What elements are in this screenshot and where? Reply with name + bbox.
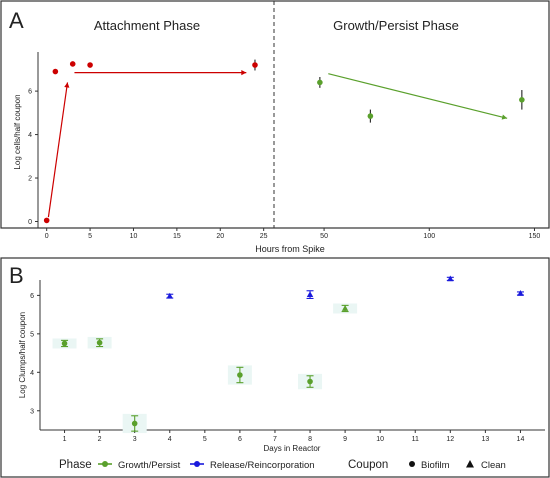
attachment-y-tick-label: 2 — [28, 176, 32, 183]
attachment-y-tick-label: 0 — [28, 219, 32, 226]
attachment-data-point — [69, 61, 76, 67]
panel-b-data-point — [306, 291, 314, 298]
attachment-x-tick-label: 0 — [45, 233, 49, 240]
attachment-data-point — [43, 217, 50, 224]
attachment-arrow-head — [241, 70, 247, 76]
panel-b-data-point — [237, 372, 243, 378]
panel-b-x-tick-label: 5 — [203, 436, 207, 443]
panel-b-data-point — [131, 420, 138, 427]
panel-b-x-tick-label: 4 — [168, 436, 172, 443]
panel-b-x-tick-label: 7 — [273, 436, 277, 443]
panel-b-y-axis-label: Log Clumps/half coupon — [18, 312, 27, 398]
attachment-y-tick-label: 4 — [28, 132, 32, 139]
panel-b-x-tick-label: 2 — [98, 436, 102, 443]
legend-clean-label: Clean — [481, 460, 506, 471]
panel-b-y-tick-label: 4 — [30, 370, 34, 377]
legend-coupon-title: Coupon — [348, 459, 388, 471]
panel-b-x-tick-label: 13 — [481, 436, 489, 443]
panel-b-x-tick-label: 10 — [376, 436, 384, 443]
legend-entry-clean: Clean — [466, 460, 506, 471]
panel-a-letter: A — [9, 8, 24, 33]
panel-b-x-axis-label: Days in Reactor — [264, 444, 321, 453]
growth-data-point — [367, 113, 374, 119]
attachment-data-point — [52, 68, 59, 75]
growth-x-tick-label: 100 — [423, 233, 435, 240]
growth-data-point — [519, 97, 525, 103]
panel-a-frame — [0, 0, 550, 229]
panel-b-data-point — [166, 292, 173, 299]
panel-b-x-tick-label: 8 — [308, 436, 312, 443]
panel-b-frame — [0, 257, 550, 478]
panel-b-x-tick-label: 1 — [63, 436, 67, 443]
attachment-x-tick-label: 20 — [216, 233, 224, 240]
attachment-x-tick-label: 15 — [173, 233, 181, 240]
panel-b-x-tick-label: 9 — [343, 436, 347, 443]
growth-x-tick-label: 50 — [320, 233, 328, 240]
attachment-phase-title: Attachment Phase — [94, 18, 200, 33]
attachment-data-point — [252, 62, 258, 68]
panel-b-x-tick-label: 6 — [238, 436, 242, 443]
attachment-x-tick-label: 5 — [88, 233, 92, 240]
panel-b-letter: B — [9, 263, 24, 288]
growth-data-point — [317, 79, 323, 86]
panel-b-y-tick-label: 5 — [30, 331, 34, 338]
legend-entry-biofilm: Biofilm — [409, 460, 450, 471]
legend: Phase Growth/Persist Release/Reincorpora… — [59, 459, 506, 471]
legend-release-label: Release/Reincorporation — [210, 460, 315, 471]
attachment-data-point — [87, 62, 93, 68]
panel-b-data-point — [307, 378, 313, 385]
growth-x-tick-label: 150 — [529, 233, 541, 240]
legend-biofilm-marker — [409, 461, 415, 467]
panel-b-x-tick-label: 3 — [133, 436, 137, 443]
attachment-x-tick-label: 10 — [130, 233, 138, 240]
legend-entry-growth-persist: Growth/Persist — [98, 460, 181, 471]
panel-b-y-tick-label: 3 — [30, 408, 34, 415]
legend-phase-title: Phase — [59, 459, 92, 471]
attachment-arrow-head — [64, 82, 70, 88]
attachment-phase-chart: Attachment Phase Log cells/half coupon 0… — [13, 18, 268, 240]
panel-b-x-tick-label: 12 — [446, 436, 454, 443]
legend-biofilm-label: Biofilm — [421, 460, 450, 471]
panel-b-data-point — [61, 340, 68, 347]
growth-arrow-line — [328, 73, 508, 119]
attachment-x-tick-label: 25 — [260, 233, 268, 240]
legend-growth-persist-label: Growth/Persist — [118, 460, 181, 471]
legend-release-marker — [194, 461, 200, 467]
panel-b-y-tick-label: 6 — [30, 293, 34, 300]
panel-b-data-point — [341, 305, 349, 311]
legend-growth-persist-marker — [102, 461, 108, 467]
attachment-y-tick-label: 6 — [28, 89, 32, 96]
panel-b-data-point — [447, 275, 454, 282]
panel-a-x-axis-label: Hours from Spike — [255, 244, 325, 254]
growth-persist-phase-title: Growth/Persist Phase — [333, 18, 459, 33]
legend-entry-release-reincorporation: Release/Reincorporation — [190, 460, 315, 471]
panel-b-data-point — [96, 339, 103, 346]
panel-b-x-tick-label: 14 — [517, 436, 525, 443]
legend-clean-marker — [466, 460, 474, 468]
growth-persist-phase-chart: Growth/Persist Phase 50 100 150 — [282, 18, 545, 240]
panel-b-data-point — [517, 290, 524, 296]
growth-arrow-head — [501, 114, 508, 120]
panel-b-x-tick-label: 11 — [412, 436, 419, 443]
panel-a-y-axis-label: Log cells/half coupon — [13, 94, 22, 169]
attachment-arrow-line — [47, 82, 69, 218]
